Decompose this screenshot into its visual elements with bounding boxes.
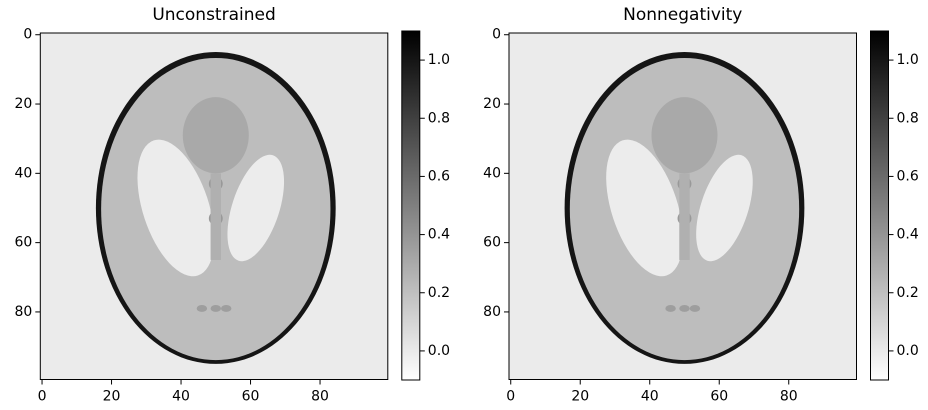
image-area [509,33,857,380]
colorbar-tick-label: 0.4 [428,227,450,243]
y-tick-label: 80 [14,304,32,320]
y-tick-label: 0 [23,27,32,43]
colorbar-tick-label: 0.8 [428,110,450,126]
colorbar-tick-label: 1.0 [428,52,450,68]
colorbar-tick-label: 0.0 [897,343,919,359]
chart-title: Unconstrained [152,5,275,25]
colorbar-tick-label: 0.2 [897,285,919,301]
y-tick-label: 0 [492,27,501,43]
colorbar-tick-label: 0.8 [897,110,919,126]
axes-frame [39,32,389,380]
colorbar-tick-label: 0.6 [897,168,919,184]
x-tick-label: 60 [242,389,260,405]
axes-frame [508,32,857,380]
y-tick-label: 60 [14,235,32,251]
y-tick-label: 20 [14,96,32,112]
x-tick-label: 0 [38,389,47,405]
x-tick-label: 20 [103,389,121,405]
colorbar-tick-label: 0.0 [428,343,450,359]
colorbar-tick-label: 1.0 [897,52,919,68]
image [509,33,857,380]
x-tick-label: 80 [311,389,329,405]
x-tick-label: 80 [780,389,798,405]
y-tick-label: 40 [483,165,501,181]
x-tick-label: 60 [710,389,728,405]
x-tick-label: 0 [506,389,515,405]
x-tick-label: 20 [571,389,589,405]
image [40,33,388,380]
y-tick-label: 20 [483,96,501,112]
image-area [40,33,388,380]
colorbar-tick-label: 0.2 [428,285,450,301]
colorbar [870,30,889,381]
colorbar-tick-label: 0.6 [428,168,450,184]
y-tick-label: 80 [483,304,501,320]
y-tick-label: 40 [14,165,32,181]
chart-title: Nonnegativity [623,5,742,25]
x-tick-label: 40 [641,389,659,405]
colorbar-tick-label: 0.4 [897,227,919,243]
colorbar [401,30,421,381]
x-tick-label: 40 [172,389,190,405]
y-tick-label: 60 [483,235,501,251]
